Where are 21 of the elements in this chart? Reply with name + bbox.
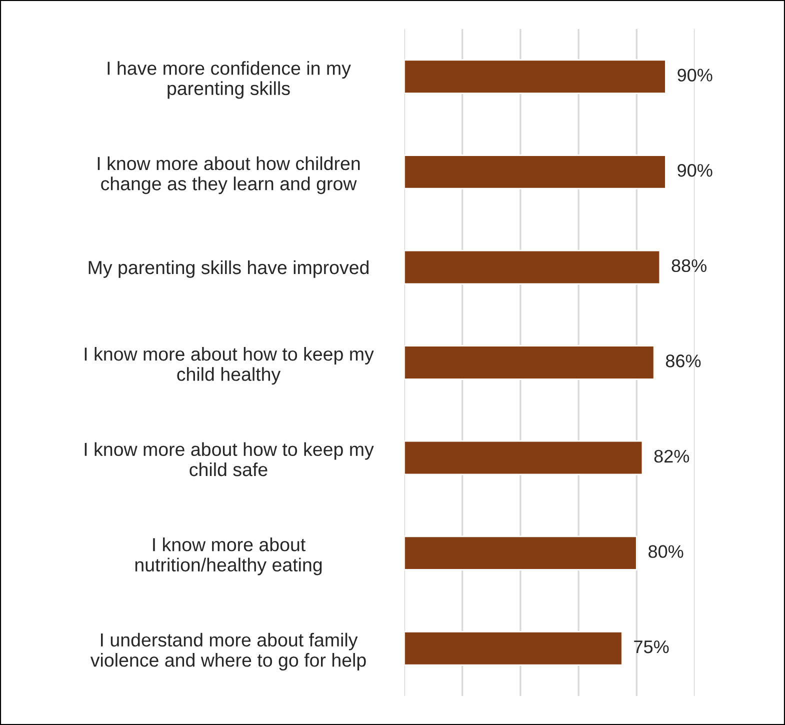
bar: [404, 250, 661, 285]
data-label: 90%: [678, 164, 712, 177]
data-label: 90%: [678, 68, 712, 82]
bar: [404, 154, 666, 190]
data-label: 82%: [654, 450, 690, 463]
y-tick-label: I have more confidence in my parenting skills: [108, 61, 351, 99]
bar: [404, 536, 638, 570]
data-label: 86%: [666, 354, 701, 368]
data-label: 88%: [672, 259, 706, 272]
bar: [404, 440, 644, 476]
y-tick-label: I understand more about family violence and where to go for help: [90, 632, 366, 670]
y-tick-label: I know more about how to keep my child healthy: [84, 346, 374, 385]
y-tick-label: I know more about how to keep my child safe: [84, 442, 374, 476]
bar: [404, 59, 666, 94]
y-tick-label: I know more about nutrition/healthy eating: [135, 538, 322, 576]
bar: [404, 630, 623, 666]
y-tick-label: I know more about how children change as they learn and grow: [98, 156, 360, 194]
data-label: 80%: [648, 545, 684, 558]
data-label: 75%: [634, 640, 669, 654]
y-tick-label: My parenting skills have improved: [88, 260, 368, 278]
bar: [404, 345, 655, 380]
